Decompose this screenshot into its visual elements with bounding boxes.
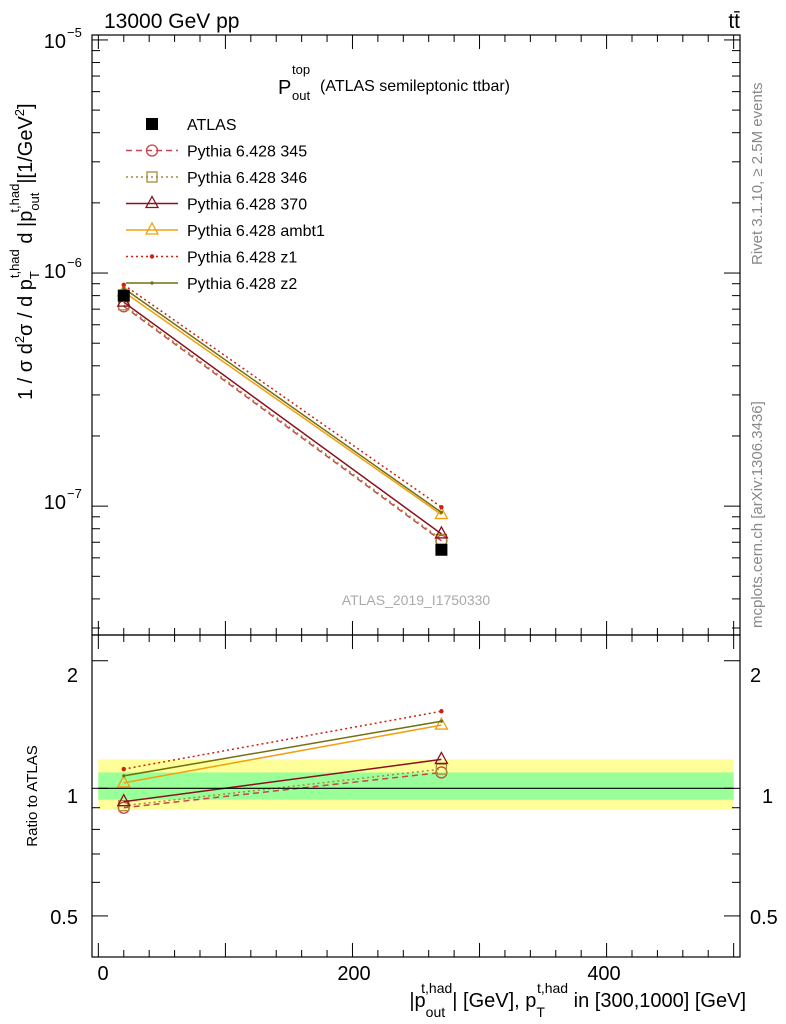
marker-dot	[122, 774, 126, 778]
series-line	[123, 710, 442, 770]
legend-label: Pythia 6.428 z2	[187, 276, 297, 293]
ratio-series-group	[116, 709, 449, 814]
legend-entry: Pythia 6.428 346	[126, 170, 307, 187]
marker-triangle-open	[144, 221, 160, 235]
marker-star	[149, 254, 155, 259]
marker-dot	[150, 281, 154, 285]
ratio-ytick-right: 1	[762, 786, 773, 808]
marker-dot	[439, 719, 444, 723]
legend-label: ATLAS	[187, 117, 237, 134]
ytick-1e-5: 10 −5	[44, 25, 82, 53]
legend-label: Pythia 6.428 z1	[187, 250, 297, 267]
ratio-ytick-left: 0.5	[50, 907, 78, 929]
marker-circle-open	[145, 144, 159, 157]
marker-square-open	[435, 763, 448, 775]
series-line	[123, 305, 442, 542]
ratio-bands	[98, 759, 734, 810]
ytick-1e-7: 10 −7	[44, 486, 82, 514]
x-axis-label: |poutt,had| [GeV], pTt,had in [300,1000]…	[409, 980, 746, 1020]
marker-triangle-open	[434, 525, 449, 539]
ytick-exponent: −6	[67, 255, 82, 270]
marker-square	[146, 118, 158, 130]
ytick-label: 10	[44, 261, 66, 283]
marker-triangle-open	[434, 506, 449, 520]
series-line	[123, 724, 442, 784]
ratio-uncertainty-band	[98, 772, 734, 800]
legend-entry: Pythia 6.428 345	[126, 144, 307, 161]
marker-square-open	[146, 171, 158, 183]
legend-label: Pythia 6.428 ambt1	[187, 223, 325, 240]
marker-triangle-open	[434, 716, 449, 730]
series-line	[123, 304, 442, 540]
xtick-label: 0	[97, 963, 108, 985]
ytick-exponent: −5	[67, 25, 82, 40]
title-superscript: top	[292, 62, 310, 77]
legend-entry: ATLAS	[146, 117, 237, 134]
series-line	[123, 758, 442, 803]
ytick-label: 10	[44, 492, 66, 514]
series-line	[123, 771, 442, 809]
legend-label: Pythia 6.428 345	[187, 144, 307, 161]
series-line	[123, 768, 442, 807]
marker-triangle-open	[116, 793, 131, 807]
ytick-exponent: −7	[67, 486, 82, 501]
ytick-1e-6: 10 −6	[44, 255, 82, 283]
legend: ATLAS Pythia 6.428 345 Pythia 6.428 346 Pyt…	[126, 117, 325, 293]
marker-star	[121, 282, 126, 288]
ratio-axis-ticks	[92, 635, 740, 957]
xtick-label: 400	[587, 963, 620, 985]
title-subscript: out	[292, 88, 310, 103]
legend-entry: Pythia 6.428 ambt1	[126, 221, 325, 240]
marker-star	[439, 709, 444, 714]
series-line	[123, 720, 442, 777]
series-line	[123, 291, 442, 516]
rivet-label: Rivet 3.1.10, ≥ 2.5M events	[749, 83, 766, 266]
xtick-label: 200	[337, 963, 370, 985]
marker-star	[121, 766, 126, 772]
series-line	[123, 284, 442, 508]
marker-triangle-open	[116, 774, 131, 788]
marker-dot	[439, 510, 444, 514]
ratio-ytick-left: 2	[67, 665, 78, 687]
plot-title: P top out (ATLAS semileptonic ttbar)	[278, 62, 510, 103]
process-label: tt̄	[728, 10, 740, 33]
ratio-ytick-left: 1	[67, 786, 78, 808]
ratio-y-axis-label: Ratio to ATLAS	[24, 745, 41, 846]
marker-triangle-open	[434, 751, 449, 765]
main-series-group	[116, 282, 449, 556]
main-axis-ticks	[92, 35, 740, 635]
title-main: P	[278, 77, 291, 99]
marker-star	[439, 504, 444, 510]
analysis-watermark: ATLAS_2019_I1750330	[342, 592, 491, 608]
series-line	[123, 301, 442, 535]
ratio-plot-frame	[91, 634, 741, 958]
main-y-axis-label: 1 / σ d2σ / d pTt,had d |poutt,had|[1/Ge…	[7, 103, 42, 400]
legend-entry: Pythia 6.428 z2	[126, 276, 297, 293]
marker-triangle-open	[144, 195, 160, 209]
marker-dot	[122, 286, 126, 290]
title-rest: (ATLAS semileptonic ttbar)	[320, 78, 510, 95]
legend-entry: Pythia 6.428 370	[126, 195, 307, 214]
marker-square	[117, 289, 130, 302]
energy-label: 13000 GeV pp	[104, 10, 239, 33]
ratio-ytick-right: 0.5	[750, 907, 778, 929]
legend-entry: Pythia 6.428 z1	[126, 250, 297, 267]
marker-square	[435, 543, 448, 556]
legend-label: Pythia 6.428 370	[187, 197, 307, 214]
legend-label: Pythia 6.428 346	[187, 170, 307, 187]
series-line	[123, 287, 442, 514]
ytick-label: 10	[44, 31, 66, 53]
mcplots-label: mcplots.cern.ch [arXiv:1306.3436]	[749, 401, 766, 628]
ratio-ytick-right: 2	[750, 665, 761, 687]
